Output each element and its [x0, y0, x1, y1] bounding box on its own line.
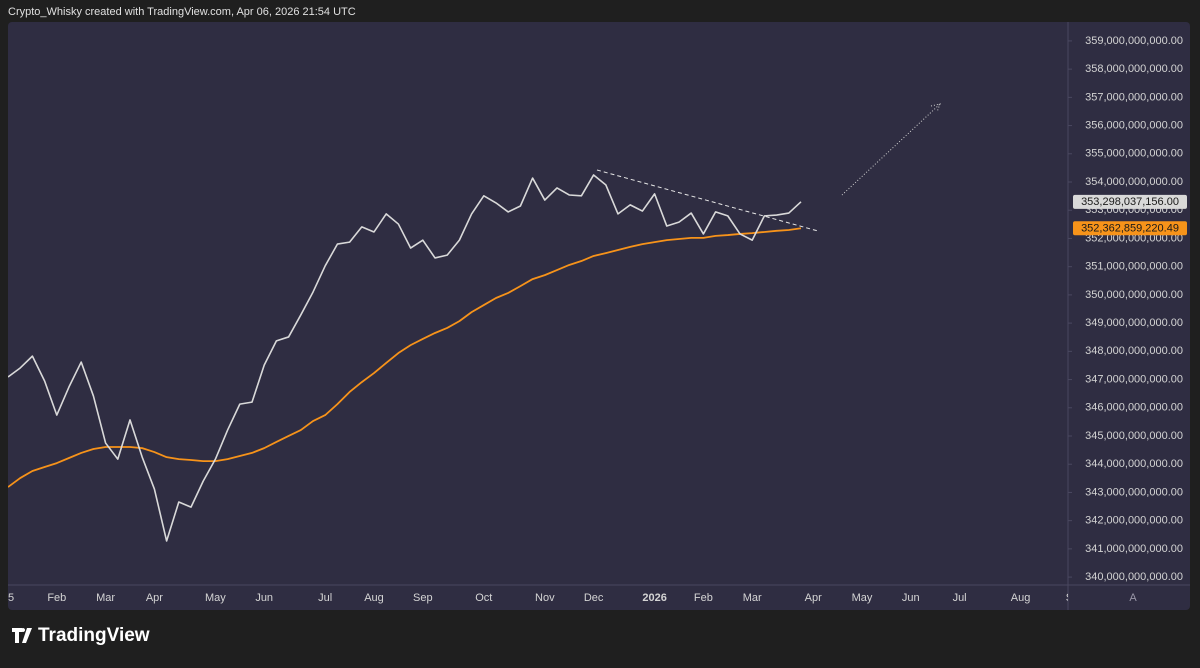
x-tick-label: May	[205, 592, 226, 604]
x-tick-label: Jun	[902, 592, 920, 604]
y-tick-label: 349,000,000,000.00	[1085, 317, 1183, 329]
series-line	[8, 174, 802, 542]
x-tick-label: May	[852, 592, 873, 604]
header-text: Crypto_Whisky created with TradingView.c…	[8, 6, 356, 18]
price-label: 352,362,859,220.49	[1081, 223, 1179, 235]
y-tick-label: 342,000,000,000.00	[1085, 515, 1183, 527]
x-tick-label: Aug	[364, 592, 384, 604]
y-tick-label: 350,000,000,000.00	[1085, 289, 1183, 301]
y-tick-label: 358,000,000,000.00	[1085, 63, 1183, 75]
y-tick-label: 351,000,000,000.00	[1085, 261, 1183, 273]
autoscale-button[interactable]: A	[1129, 592, 1137, 604]
x-tick-label: S	[1066, 592, 1073, 604]
projection-arrow	[841, 103, 941, 196]
x-tick-label: Feb	[694, 592, 713, 604]
x-tick-label: Nov	[535, 592, 555, 604]
y-tick-label: 345,000,000,000.00	[1085, 430, 1183, 442]
logo	[12, 628, 32, 643]
y-tick-label: 346,000,000,000.00	[1085, 402, 1183, 414]
x-tick-label: Mar	[96, 592, 115, 604]
x-tick-label: Jul	[318, 592, 332, 604]
brand: TradingView	[38, 625, 150, 646]
x-tick-label: Apr	[146, 592, 163, 604]
y-tick-label: 356,000,000,000.00	[1085, 119, 1183, 131]
series-line	[8, 227, 802, 488]
y-tick-label: 341,000,000,000.00	[1085, 543, 1183, 555]
price-label: 353,298,037,156.00	[1081, 196, 1179, 208]
y-tick-label: 359,000,000,000.00	[1085, 35, 1183, 47]
x-tick-label: Sep	[413, 592, 433, 604]
plot: 25 Feb Mar Apr May Jun Jul Aug Sep Oct Nov Dec 2026 F…	[2, 174, 1073, 604]
x-tick-label: Apr	[805, 592, 822, 604]
x-tick-label: 25	[2, 592, 14, 604]
y-tick-label: 355,000,000,000.00	[1085, 148, 1183, 160]
x-tick-label: Jun	[255, 592, 273, 604]
logo-icon	[12, 628, 32, 643]
y-tick-label: 347,000,000,000.00	[1085, 373, 1183, 385]
y-tick-label: 344,000,000,000.00	[1085, 458, 1183, 470]
x-tick-label: Jul	[953, 592, 967, 604]
y-tick-label: 352,000,000,000.00	[1085, 232, 1183, 244]
x-tick-label: Dec	[584, 592, 604, 604]
x-tick-label: Feb	[47, 592, 66, 604]
x-tick-label: Aug	[1011, 592, 1031, 604]
arrow-head	[930, 103, 941, 113]
chart-panel	[8, 22, 1190, 610]
price-label-box	[1073, 221, 1187, 236]
price-label-box	[1073, 194, 1187, 209]
x-tick-label: Mar	[743, 592, 762, 604]
y-tick-label: 343,000,000,000.00	[1085, 486, 1183, 498]
trend-line	[596, 169, 819, 232]
y-tick-label: 354,000,000,000.00	[1085, 176, 1183, 188]
y-tick-label: 357,000,000,000.00	[1085, 91, 1183, 103]
y-tick-label: 340,000,000,000.00	[1085, 571, 1183, 583]
x-tick-label: 2026	[642, 592, 666, 604]
x-tick-label: Oct	[475, 592, 492, 604]
y-tick-label: 348,000,000,000.00	[1085, 345, 1183, 357]
